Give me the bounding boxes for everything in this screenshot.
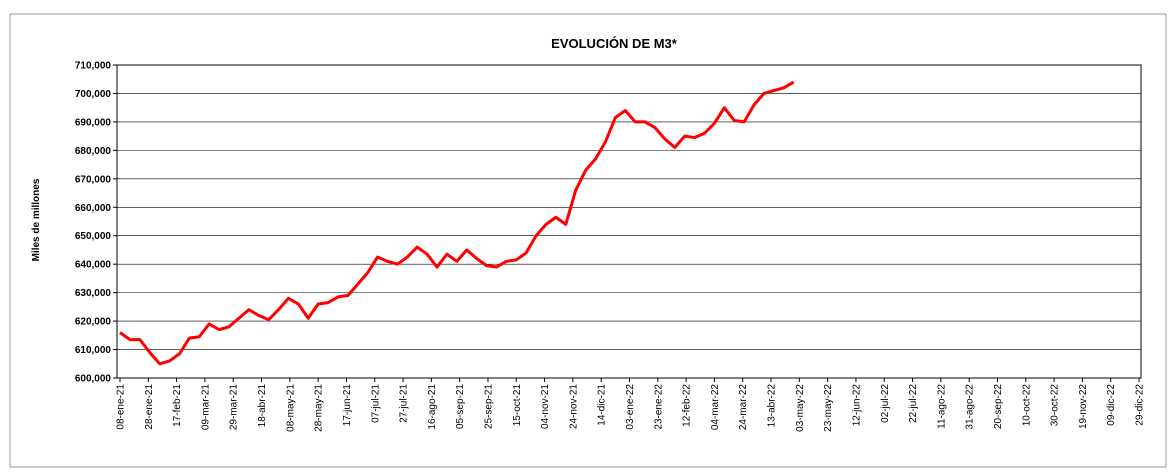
chart-title: EVOLUCIÓN DE M3* bbox=[551, 36, 678, 51]
x-tick-label: 13-abr-22 bbox=[767, 384, 778, 428]
plot-area bbox=[116, 64, 1142, 379]
x-tick-label: 27-jul-21 bbox=[399, 384, 410, 423]
x-tick-label: 05-sep-21 bbox=[455, 384, 466, 429]
x-tick-label: 09-mar-21 bbox=[200, 384, 211, 431]
y-tick-label: 700,000 bbox=[75, 89, 112, 100]
x-tick-label: 30-oct-22 bbox=[1050, 384, 1061, 427]
y-tick-label: 690,000 bbox=[75, 117, 112, 128]
x-tick-label: 10-oct-22 bbox=[1021, 384, 1032, 427]
x-tick-label: 15-oct-21 bbox=[512, 384, 523, 427]
x-tick-label: 03-ene-22 bbox=[625, 384, 636, 430]
y-tick-label: 650,000 bbox=[75, 231, 112, 242]
x-tick-label: 08-ene-21 bbox=[116, 384, 127, 430]
x-tick-label: 09-dic-22 bbox=[1106, 384, 1117, 426]
y-tick-label: 630,000 bbox=[75, 288, 112, 299]
y-tick-label: 610,000 bbox=[75, 345, 112, 356]
x-tick-label: 17-jun-21 bbox=[342, 384, 353, 427]
y-tick-label: 660,000 bbox=[75, 203, 112, 214]
x-tick-label: 20-sep-22 bbox=[993, 384, 1004, 429]
x-tick-label: 17-feb-21 bbox=[172, 384, 183, 427]
x-tick-label: 18-abr-21 bbox=[257, 384, 268, 428]
x-tick-label: 11-ago-22 bbox=[936, 384, 947, 429]
y-tick-label: 680,000 bbox=[75, 146, 112, 157]
x-tick-label: 03-may-22 bbox=[795, 384, 806, 432]
x-tick-label: 02-jul-22 bbox=[880, 384, 891, 423]
x-tick-label: 08-may-21 bbox=[285, 384, 296, 432]
x-tick-label: 19-nov-22 bbox=[1078, 384, 1089, 429]
y-tick-label: 670,000 bbox=[75, 174, 112, 185]
x-tick-label: 28-ene-21 bbox=[144, 384, 155, 430]
y-axis-label: Miles de millones bbox=[31, 178, 42, 261]
x-tick-label: 24-nov-21 bbox=[568, 384, 579, 429]
x-tick-label: 31-ago-22 bbox=[965, 384, 976, 430]
x-tick-label: 29-dic-22 bbox=[1135, 384, 1146, 426]
y-tick-label: 640,000 bbox=[75, 260, 112, 271]
y-tick-label: 710,000 bbox=[75, 61, 112, 72]
x-tick-label: 16-ago-21 bbox=[427, 384, 438, 430]
x-tick-label: 25-sep-21 bbox=[483, 384, 494, 429]
x-tick-label: 04-mar-22 bbox=[710, 384, 721, 431]
x-tick-label: 12-jun-22 bbox=[851, 384, 862, 427]
x-tick-label: 29-mar-21 bbox=[229, 384, 240, 431]
x-tick-label: 07-jul-21 bbox=[370, 384, 381, 423]
x-tick-label: 23-may-22 bbox=[823, 384, 834, 432]
x-tick-label: 22-jul-22 bbox=[908, 384, 919, 423]
x-tick-label: 23-ene-22 bbox=[653, 384, 664, 430]
y-tick-label: 600,000 bbox=[75, 374, 112, 385]
x-tick-label: 24-mar-22 bbox=[738, 384, 749, 431]
x-tick-label: 14-dic-21 bbox=[597, 384, 608, 426]
x-tick-label: 04-nov-21 bbox=[540, 384, 551, 429]
y-tick-label: 620,000 bbox=[75, 317, 112, 328]
data-line bbox=[119, 80, 795, 366]
x-tick-label: 28-may-21 bbox=[314, 384, 325, 432]
x-tick-label: 12-feb-22 bbox=[682, 384, 693, 427]
